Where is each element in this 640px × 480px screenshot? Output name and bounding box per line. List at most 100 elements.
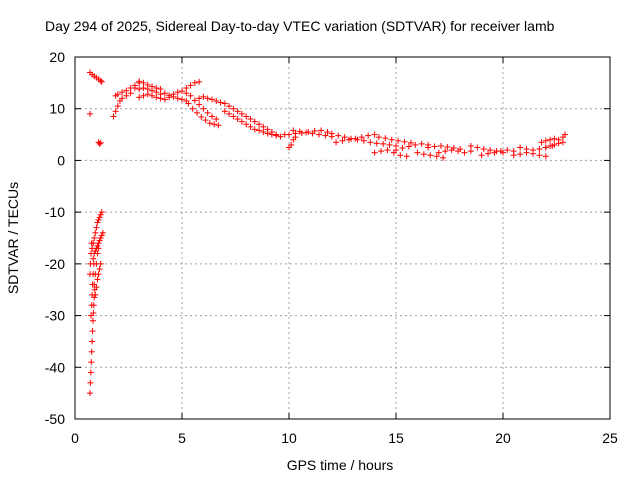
data-point — [243, 121, 250, 128]
data-point — [455, 148, 462, 155]
y-tick-label: 0 — [57, 152, 65, 168]
data-point — [491, 149, 498, 156]
data-point — [318, 127, 325, 134]
data-point — [200, 105, 207, 112]
data-point — [95, 240, 102, 247]
data-point — [153, 94, 160, 101]
data-point — [431, 143, 438, 150]
x-tick-label: 0 — [71, 430, 79, 446]
data-point — [517, 151, 524, 158]
data-point — [440, 154, 447, 161]
x-tick-label: 15 — [388, 430, 404, 446]
data-points — [86, 69, 569, 397]
data-point — [161, 96, 168, 103]
chart-title: Day 294 of 2025, Sidereal Day-to-day VTE… — [45, 18, 555, 34]
data-point — [264, 130, 271, 137]
data-point — [196, 101, 203, 108]
data-point — [179, 88, 185, 95]
data-point — [504, 147, 511, 154]
data-point — [88, 359, 95, 366]
data-point — [341, 134, 348, 141]
data-point — [420, 151, 427, 158]
data-point — [333, 139, 340, 146]
data-point — [88, 302, 95, 309]
data-point — [174, 95, 181, 102]
data-point — [427, 152, 434, 159]
data-point — [461, 149, 468, 156]
data-point — [119, 89, 126, 96]
data-point — [510, 152, 517, 159]
data-point — [523, 146, 530, 153]
data-point — [86, 271, 93, 278]
data-point — [497, 148, 504, 155]
data-point — [149, 92, 156, 99]
data-point — [290, 127, 297, 134]
data-point — [204, 109, 211, 116]
data-point — [309, 130, 316, 137]
data-point — [119, 95, 126, 102]
data-point — [230, 113, 237, 120]
data-point — [95, 216, 102, 223]
data-point — [538, 139, 545, 146]
data-point — [260, 123, 267, 130]
data-point — [536, 152, 543, 159]
data-point — [215, 122, 222, 129]
data-point — [185, 100, 192, 107]
data-point — [191, 97, 198, 104]
data-point — [87, 379, 94, 386]
data-point — [405, 143, 412, 150]
data-point — [174, 89, 181, 96]
data-point — [140, 92, 147, 99]
data-point — [243, 113, 250, 120]
data-point — [256, 127, 263, 134]
data-point — [97, 77, 104, 84]
data-point — [277, 133, 284, 140]
data-point — [213, 116, 220, 123]
data-point — [399, 145, 406, 152]
data-point — [93, 224, 100, 231]
data-point — [397, 152, 404, 159]
data-point — [127, 85, 134, 92]
data-point — [131, 82, 138, 89]
data-point — [87, 369, 94, 376]
y-tick-label: -40 — [45, 359, 65, 375]
data-point — [99, 229, 106, 236]
data-point — [95, 271, 102, 278]
data-point — [536, 146, 543, 153]
data-point — [345, 136, 352, 143]
data-point — [88, 348, 95, 355]
data-point — [112, 108, 119, 115]
data-point — [448, 147, 455, 154]
data-point — [157, 86, 164, 93]
data-point — [371, 131, 378, 138]
data-point — [412, 141, 419, 148]
data-point — [559, 139, 566, 146]
data-point — [217, 99, 224, 106]
data-point — [467, 148, 474, 155]
data-point — [542, 144, 549, 151]
data-point — [407, 139, 414, 146]
data-point — [517, 144, 524, 151]
data-point — [373, 140, 380, 147]
data-point — [371, 149, 378, 156]
data-point — [382, 135, 389, 142]
data-point — [467, 142, 474, 149]
data-point — [358, 134, 365, 141]
data-point — [200, 93, 207, 100]
data-point — [335, 132, 342, 139]
data-point — [96, 140, 103, 147]
data-point — [91, 250, 98, 257]
data-point — [198, 113, 205, 120]
data-point — [127, 90, 134, 97]
data-point — [442, 148, 449, 155]
data-point — [485, 150, 492, 157]
data-point — [144, 86, 151, 93]
data-point — [196, 78, 203, 85]
data-point — [375, 134, 382, 141]
data-point — [286, 131, 292, 138]
data-point — [98, 209, 105, 216]
data-point — [87, 260, 94, 267]
data-point — [251, 118, 258, 125]
data-point — [166, 94, 173, 101]
